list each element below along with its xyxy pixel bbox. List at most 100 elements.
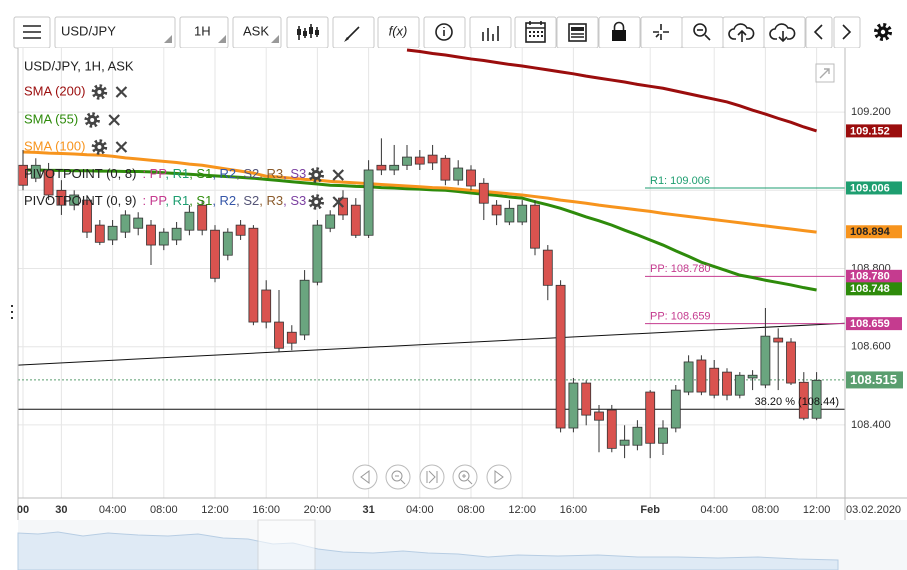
candle-body [389, 164, 400, 171]
price-tag-label: 108.780 [850, 271, 890, 283]
x-tick-label: 04:00 [99, 504, 127, 516]
candle-body [722, 371, 732, 396]
sma-line [23, 168, 817, 292]
indicators-button[interactable] [469, 16, 512, 49]
reset-button[interactable] [419, 464, 445, 490]
expand-button[interactable] [815, 63, 835, 83]
candle-body [811, 379, 822, 419]
candle-body [427, 154, 438, 164]
x-tick-label: 00 [17, 504, 29, 516]
download-button[interactable] [763, 16, 806, 49]
upload-button[interactable] [722, 16, 765, 49]
gear-teeth [91, 139, 108, 155]
lock-button[interactable] [598, 16, 641, 49]
candle-body [197, 204, 208, 231]
crosshair-button[interactable] [640, 16, 683, 49]
indicator-line-name: , R3 [259, 193, 283, 208]
candle-body [619, 439, 630, 446]
candle-body [683, 361, 694, 393]
settings-icon[interactable] [91, 139, 108, 155]
date-label: 03.02.2020 [846, 504, 901, 516]
candle-body [94, 224, 105, 243]
info-button[interactable] [423, 16, 466, 49]
candle-body [530, 204, 540, 249]
function-button[interactable]: f(x) [377, 16, 420, 49]
candle-body [670, 389, 681, 429]
calendar-button[interactable] [514, 16, 557, 49]
candle-body [184, 211, 195, 231]
candle-body [645, 391, 656, 444]
candle-body [798, 381, 809, 419]
price-tag [846, 317, 902, 331]
indicator-name: PIVOTPOINT (0, 8) [24, 166, 136, 181]
legend: USD/JPY, 1H, ASK SMA (200) SMA (55) SMA (10… [24, 58, 345, 210]
legend-entry: PIVOTPOINT (0, 8): PP, R1, S1, R2, S2, R… [24, 166, 306, 181]
candle-body [734, 374, 745, 396]
candle-body [261, 289, 272, 323]
fibonacci-label: 38.20 % (108.44) [755, 396, 839, 408]
draw-button[interactable] [332, 16, 375, 49]
candle-body [274, 321, 284, 349]
navigator-window[interactable] [257, 519, 316, 570]
interval-button[interactable]: 1H [179, 16, 229, 49]
price-tag [846, 269, 902, 283]
scroll-right-button[interactable] [486, 464, 512, 490]
price-tag [846, 181, 902, 195]
back-button[interactable] [805, 16, 833, 49]
remove-icon[interactable] [332, 196, 345, 208]
price-tag-label: 108.659 [850, 318, 890, 330]
candle-body [414, 156, 425, 165]
sma-line [406, 48, 818, 133]
settings-icon[interactable] [308, 167, 324, 183]
remove-icon[interactable] [108, 114, 120, 126]
settings-icon[interactable] [91, 84, 108, 100]
candle-body [709, 367, 720, 396]
chart-type-button[interactable] [286, 16, 329, 49]
candle-body [222, 231, 233, 256]
function-text: f(x) [389, 23, 408, 38]
candle-body [286, 331, 297, 344]
zoom-out-button[interactable] [385, 464, 411, 490]
settings-icon[interactable] [84, 112, 100, 128]
candle-body [760, 335, 771, 386]
x-tick-label: 08:00 [150, 504, 178, 516]
indicator-line-name: , S2 [236, 193, 259, 208]
forward-button[interactable] [833, 16, 861, 49]
price-type-button[interactable]: ASK [232, 16, 282, 49]
interval-text: 1H [194, 23, 211, 38]
candle-body [299, 279, 310, 336]
candle-body [747, 374, 758, 379]
legend-entry: SMA (200) [24, 83, 85, 98]
x-tick-label: 12:00 [803, 504, 831, 516]
axes: 109.200109.000108.800108.600108.40000300… [17, 106, 903, 516]
remove-icon[interactable] [332, 169, 345, 181]
x-tick-label: 16:00 [560, 504, 588, 516]
x-tick-label: 04:00 [700, 504, 728, 516]
indicator-line-name: , S3 [283, 193, 306, 208]
candle-body [696, 359, 707, 393]
symbol-field[interactable]: USD/JPY [54, 16, 176, 49]
y-tick-label: 108.600 [851, 341, 891, 353]
remove-icon[interactable] [115, 86, 128, 98]
price-tag [846, 371, 903, 389]
candle-body [133, 217, 144, 229]
news-button[interactable] [556, 16, 599, 49]
legend-entry: SMA (55) [24, 111, 78, 126]
menu-button[interactable] [13, 16, 51, 49]
navigator [17, 519, 907, 570]
candle-body [594, 411, 604, 421]
scroll-left-button[interactable] [352, 464, 378, 490]
x-tick-label: 08:00 [752, 504, 780, 516]
zoom-button[interactable] [681, 16, 724, 49]
candle-body [82, 199, 92, 233]
settings-icon[interactable] [308, 194, 324, 210]
candle-body [56, 189, 67, 206]
gear-hole [314, 200, 319, 204]
settings-button[interactable] [874, 23, 892, 41]
zoom-in-button[interactable] [452, 464, 478, 490]
candle-body [555, 284, 566, 429]
remove-icon[interactable] [115, 141, 128, 153]
legend-entry: PIVOTPOINT (0, 9): PP, R1, S1, R2, S2, R… [24, 193, 306, 208]
candle-body [504, 207, 515, 223]
candle-body [248, 227, 259, 323]
